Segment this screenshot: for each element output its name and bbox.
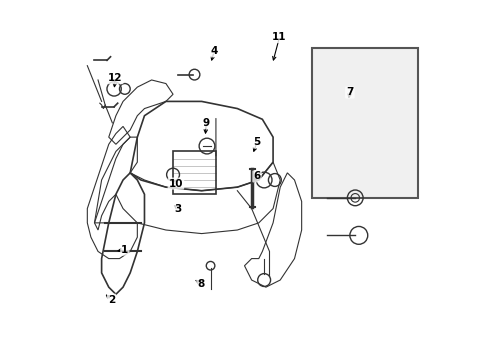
Bar [312,48,417,198]
Text: 7: 7 [346,87,353,98]
Text: 3: 3 [174,203,182,213]
Text: 9: 9 [203,118,209,128]
Text: 10: 10 [168,179,183,189]
Text: 2: 2 [108,295,115,305]
Text: 6: 6 [253,171,260,181]
Text: 5: 5 [253,138,260,148]
Text: 1: 1 [121,245,128,255]
Text: 11: 11 [272,32,286,42]
Text: 4: 4 [210,46,217,57]
Text: 8: 8 [197,279,204,289]
Text: 12: 12 [108,73,122,83]
